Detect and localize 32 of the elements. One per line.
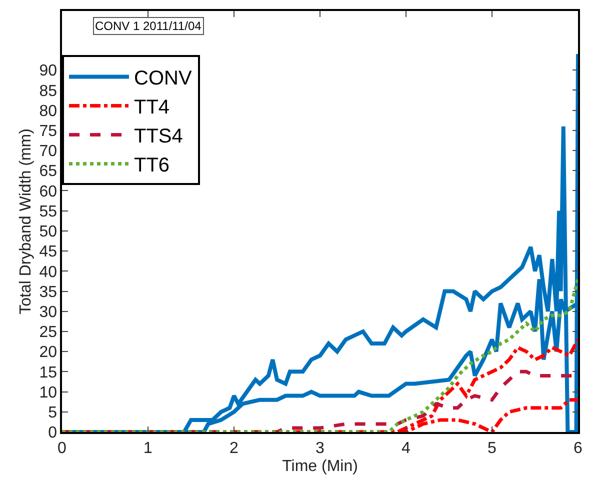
y-tick-label: 50 — [39, 224, 58, 241]
y-tick-label: 10 — [39, 384, 58, 402]
y-axis-title: Total Dryband Width (mm) — [18, 128, 35, 314]
x-tick-label: 6 — [574, 440, 583, 457]
annotation: CONV 1 2011/11/04 — [95, 19, 202, 33]
y-tick-label: 40 — [39, 264, 58, 281]
legend-label: TT4 — [134, 96, 170, 119]
legend-label: CONV — [134, 68, 192, 90]
y-tick-label: 60 — [39, 183, 58, 200]
x-tick-label: 1 — [144, 440, 153, 457]
y-tick-label: 85 — [39, 82, 58, 100]
y-tick-label: 55 — [39, 203, 58, 220]
x-tick-label: 2 — [230, 440, 239, 457]
legend-label: TT6 — [134, 154, 170, 177]
x-tick-label: 5 — [488, 440, 497, 457]
y-tick-label: 5 — [48, 404, 58, 422]
y-tick-label: 75 — [39, 123, 58, 140]
y-tick-label: 70 — [39, 143, 58, 160]
legend-label: TTS4 — [134, 126, 183, 148]
x-tick-label: 4 — [402, 440, 411, 457]
y-tick-label: 25 — [39, 324, 58, 342]
y-tick-label: 0 — [48, 424, 58, 442]
y-tick-label: 90 — [39, 62, 58, 80]
y-tick-label: 80 — [39, 102, 58, 120]
x-axis-title: Time (Min) — [282, 458, 358, 476]
y-tick-label: 35 — [39, 284, 58, 301]
y-tick-label: 15 — [39, 364, 58, 382]
y-tick-label: 30 — [39, 304, 58, 321]
y-tick-label: 65 — [39, 163, 58, 180]
y-tick-label: 45 — [39, 244, 58, 261]
y-tick-label: 20 — [39, 344, 58, 362]
x-tick-label: 3 — [316, 440, 325, 457]
